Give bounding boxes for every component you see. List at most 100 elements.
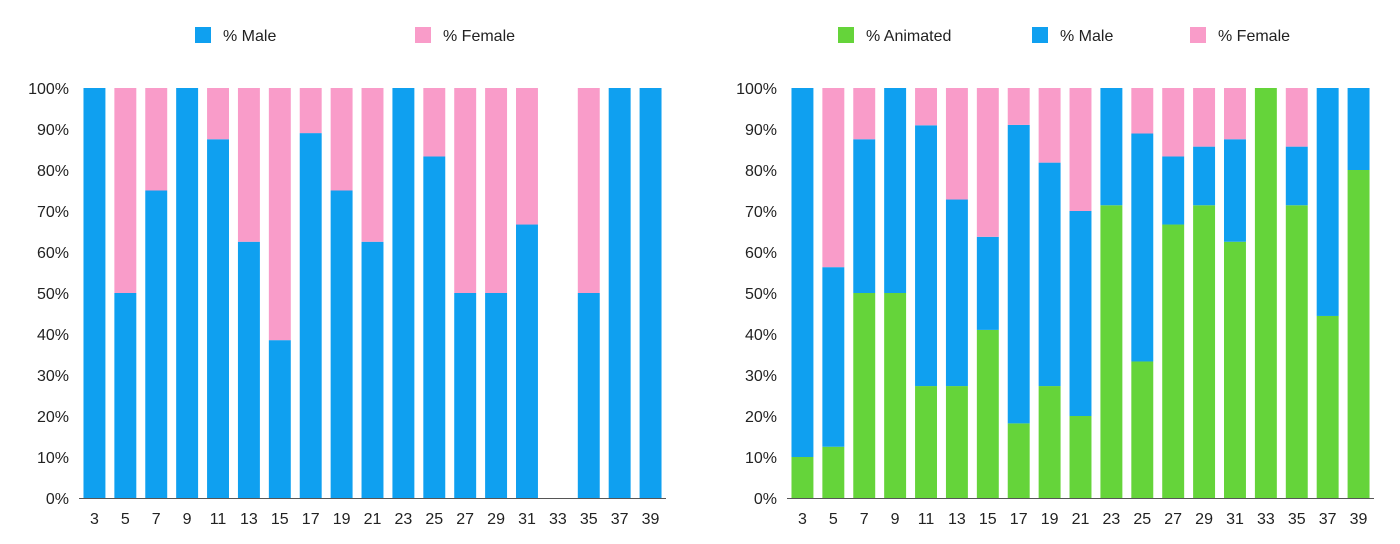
left-bar-pct-female-13 [237, 88, 260, 242]
right-bar-pct-male-31 [1224, 139, 1246, 242]
right-bar-pct-female-7 [853, 88, 876, 140]
right-bar-pct-male-39 [1347, 88, 1370, 170]
left-bar-pct-male-25 [423, 156, 446, 498]
left-bar-pct-female-5 [114, 88, 137, 293]
left-x-tick-label: 25 [425, 511, 443, 528]
right-bar-pct-animated-23 [1100, 205, 1123, 498]
right-y-tick-label: 30% [745, 368, 777, 385]
right-legend-label-pct-animated: % Animated [866, 28, 951, 45]
right-y-tick-label: 60% [745, 245, 777, 262]
left-bar-pct-female-31 [516, 88, 538, 225]
right-y-tick-label: 40% [745, 327, 777, 344]
left-y-tick-label: 70% [37, 204, 69, 221]
left-x-tick-label: 7 [152, 511, 161, 528]
left-x-tick-label: 13 [240, 511, 258, 528]
right-x-tick-label: 17 [1010, 511, 1028, 528]
right-bar-pct-animated-25 [1131, 361, 1154, 498]
left-x-tick-label: 27 [456, 511, 474, 528]
left-bar-pct-male-35 [577, 293, 600, 498]
left-x-tick-label: 35 [580, 511, 598, 528]
right-bar-pct-male-9 [884, 88, 907, 293]
left-bar-pct-male-17 [299, 133, 322, 498]
right-bar-pct-male-3 [791, 88, 814, 457]
left-bar-pct-female-25 [423, 88, 446, 157]
right-bar-pct-animated-19 [1038, 386, 1061, 498]
right-bar-pct-female-5 [822, 88, 845, 268]
right-y-tick-label: 20% [745, 409, 777, 426]
right-bar-pct-female-19 [1038, 88, 1061, 163]
left-x-tick-label: 9 [183, 511, 192, 528]
right-x-tick-label: 11 [918, 511, 935, 528]
right-bar-pct-animated-27 [1162, 224, 1185, 498]
right-bar-pct-female-11 [915, 88, 937, 126]
left-y-tick-label: 50% [37, 286, 69, 303]
right-x-tick-label: 35 [1288, 511, 1306, 528]
right-bar-pct-male-35 [1285, 146, 1308, 206]
right-bar-pct-female-35 [1285, 88, 1308, 147]
right-y-tick-label: 90% [745, 122, 777, 139]
left-y-tick-label: 80% [37, 163, 69, 180]
left-x-tick-label: 39 [642, 511, 660, 528]
right-bar-pct-male-29 [1193, 146, 1216, 206]
right-x-tick-label: 9 [891, 511, 900, 528]
right-bar-pct-animated-21 [1069, 416, 1092, 498]
left-y-tick-label: 10% [37, 450, 69, 467]
left-bar-pct-male-3 [83, 88, 106, 498]
left-x-tick-label: 37 [611, 511, 629, 528]
right-legend-swatch-pct-male [1032, 27, 1048, 43]
right-bar-pct-animated-5 [822, 446, 845, 498]
right-y-tick-label: 50% [745, 286, 777, 303]
left-y-tick-label: 100% [28, 81, 69, 98]
right-bar-pct-animated-11 [915, 386, 937, 498]
right-y-tick-label: 100% [736, 81, 777, 98]
right-legend-label-pct-female: % Female [1218, 28, 1290, 45]
right-bar-pct-male-37 [1316, 88, 1339, 316]
left-bar-pct-male-11 [207, 139, 229, 498]
left-x-tick-label: 11 [210, 511, 227, 528]
left-bar-pct-male-19 [330, 190, 353, 498]
right-x-tick-label: 19 [1041, 511, 1059, 528]
right-bar-pct-animated-37 [1316, 315, 1339, 498]
right-bar-pct-male-11 [915, 125, 937, 387]
right-x-tick-label: 7 [860, 511, 869, 528]
left-legend-swatch-pct-male [195, 27, 211, 43]
right-bar-pct-male-17 [1007, 124, 1030, 424]
right-bar-pct-animated-35 [1285, 205, 1308, 498]
right-bar-pct-male-25 [1131, 133, 1154, 362]
right-legend-label-pct-male: % Male [1060, 28, 1113, 45]
right-bar-pct-animated-39 [1347, 170, 1370, 498]
left-bar-pct-female-21 [361, 88, 384, 242]
left-x-tick-label: 33 [549, 511, 567, 528]
right-bar-pct-animated-13 [945, 386, 968, 498]
right-bar-pct-animated-7 [853, 293, 876, 498]
left-x-tick-label: 19 [333, 511, 351, 528]
right-bar-pct-female-17 [1007, 88, 1030, 125]
left-bar-pct-male-27 [454, 293, 477, 498]
right-bar-pct-animated-29 [1193, 205, 1216, 498]
right-x-tick-label: 5 [829, 511, 838, 528]
right-bar-pct-female-13 [945, 88, 968, 200]
right-y-tick-label: 0% [754, 491, 777, 508]
right-bar-pct-male-5 [822, 267, 845, 447]
left-y-tick-label: 30% [37, 368, 69, 385]
right-bar-pct-animated-17 [1007, 423, 1030, 498]
right-bar-pct-male-7 [853, 139, 876, 293]
left-legend-swatch-pct-female [415, 27, 431, 43]
right-bar-pct-male-13 [945, 199, 968, 387]
left-bar-pct-female-35 [577, 88, 600, 293]
right-x-tick-label: 21 [1072, 511, 1090, 528]
left-x-tick-label: 3 [90, 511, 99, 528]
right-bar-pct-female-29 [1193, 88, 1216, 147]
left-y-tick-label: 40% [37, 327, 69, 344]
left-x-tick-label: 17 [302, 511, 320, 528]
left-legend-label-pct-female: % Female [443, 28, 515, 45]
right-y-tick-label: 80% [745, 163, 777, 180]
right-bar-pct-male-23 [1100, 88, 1123, 206]
chart-left: % Male % Female 0% 10% 20% 30% 40% 50% 60% 70% 80%… [28, 27, 666, 528]
left-y-tick-label: 20% [37, 409, 69, 426]
left-bar-pct-male-23 [392, 88, 415, 498]
right-bar-pct-female-31 [1224, 88, 1246, 140]
left-bar-pct-male-13 [237, 241, 260, 498]
left-bar-pct-male-39 [639, 88, 662, 498]
